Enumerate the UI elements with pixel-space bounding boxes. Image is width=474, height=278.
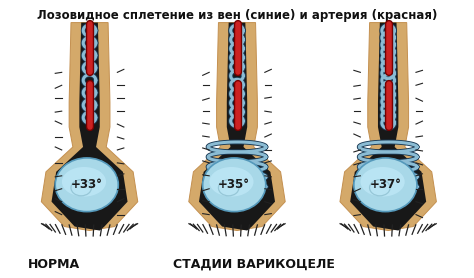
Polygon shape — [340, 23, 437, 230]
Text: СТАДИИ ВАРИКОЦЕЛЕ: СТАДИИ ВАРИКОЦЕЛЕ — [173, 258, 335, 271]
Polygon shape — [41, 23, 138, 230]
Polygon shape — [189, 23, 285, 230]
Ellipse shape — [55, 158, 118, 212]
Text: НОРМА: НОРМА — [28, 258, 81, 271]
Text: +37°: +37° — [369, 178, 401, 191]
Polygon shape — [350, 23, 426, 230]
Ellipse shape — [203, 158, 266, 212]
Ellipse shape — [210, 167, 254, 197]
Text: Лозовидное сплетение из вен (синие) и артерия (красная): Лозовидное сплетение из вен (синие) и ар… — [37, 9, 437, 22]
Ellipse shape — [62, 167, 106, 197]
Text: +33°: +33° — [71, 178, 103, 191]
Polygon shape — [199, 23, 275, 230]
Ellipse shape — [354, 158, 417, 212]
Ellipse shape — [361, 167, 405, 197]
Polygon shape — [52, 23, 128, 230]
Text: +35°: +35° — [218, 178, 250, 191]
